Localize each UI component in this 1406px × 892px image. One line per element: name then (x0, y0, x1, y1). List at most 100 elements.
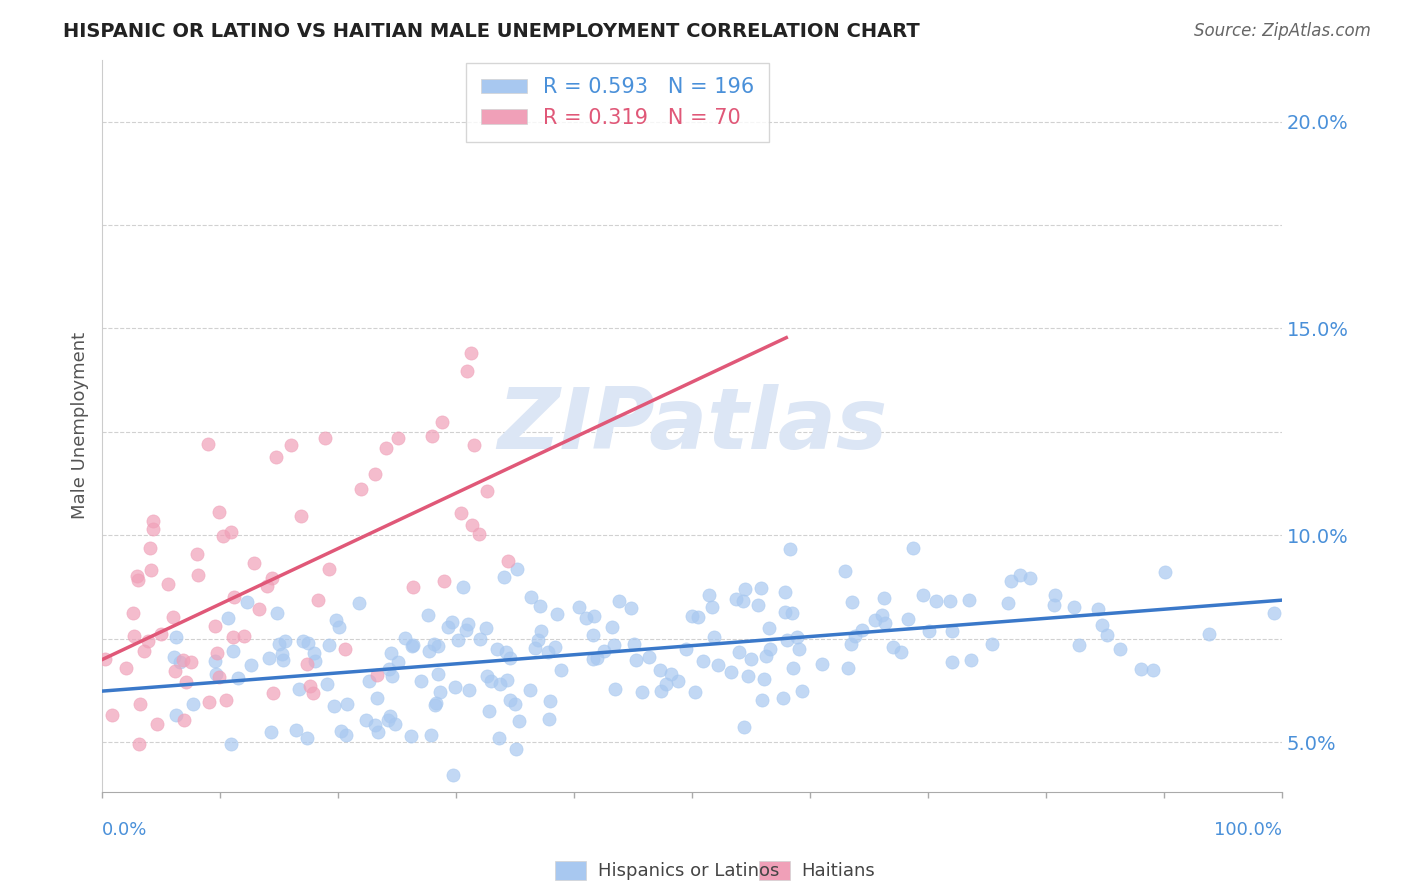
Point (475, 621, 498, 635)
Point (290, 509, 312, 524)
Point (304, 654, 326, 668)
Point (149, 627, 172, 641)
Point (364, 718, 387, 732)
Point (747, 599, 769, 613)
Point (607, 594, 630, 608)
Point (1097, 628, 1119, 642)
Point (399, 730, 422, 744)
Point (460, 346, 482, 360)
Y-axis label: Male Unemployment: Male Unemployment (72, 332, 89, 519)
Point (1019, 571, 1042, 585)
Point (163, 650, 186, 665)
Point (288, 681, 311, 696)
Point (1091, 618, 1114, 632)
Point (980, 637, 1002, 651)
Point (377, 713, 399, 727)
Point (527, 632, 550, 647)
Point (297, 636, 319, 650)
Point (529, 599, 551, 613)
Point (707, 658, 730, 673)
Point (394, 632, 416, 646)
Point (941, 624, 963, 639)
Point (454, 623, 477, 637)
Point (426, 666, 449, 681)
Point (446, 633, 468, 648)
Text: Source: ZipAtlas.com: Source: ZipAtlas.com (1194, 22, 1371, 40)
Point (271, 647, 294, 661)
Point (456, 364, 478, 378)
Point (1000, 574, 1022, 589)
Point (605, 681, 627, 696)
Point (875, 616, 897, 631)
Point (523, 640, 546, 655)
Point (810, 657, 832, 671)
Point (737, 669, 759, 683)
Point (239, 658, 262, 673)
Point (583, 608, 606, 623)
Point (236, 595, 259, 609)
Point (307, 593, 329, 607)
Point (1063, 600, 1085, 615)
Point (1142, 663, 1164, 677)
Point (593, 644, 616, 658)
Point (872, 591, 894, 605)
Point (401, 639, 423, 653)
Point (520, 590, 543, 604)
Point (758, 621, 780, 635)
Point (146, 717, 169, 731)
Point (839, 637, 862, 651)
Point (274, 634, 297, 648)
Point (786, 630, 808, 644)
Point (381, 668, 404, 682)
Point (165, 708, 187, 723)
Point (624, 652, 647, 666)
Point (740, 651, 762, 665)
Point (217, 611, 239, 625)
Point (650, 684, 672, 698)
FancyBboxPatch shape (759, 861, 790, 880)
Point (429, 685, 451, 699)
Point (475, 669, 498, 683)
Point (851, 623, 873, 637)
Point (582, 652, 605, 666)
Text: 100.0%: 100.0% (1213, 821, 1282, 838)
Point (165, 665, 187, 679)
Point (519, 683, 541, 698)
Point (122, 629, 145, 643)
Point (582, 628, 605, 642)
Point (460, 517, 482, 532)
Point (749, 581, 772, 595)
Point (94, 652, 117, 666)
Point (1087, 601, 1109, 615)
Point (211, 529, 233, 543)
Point (256, 579, 278, 593)
Point (681, 609, 703, 624)
Point (314, 431, 336, 445)
Point (759, 642, 782, 657)
Point (530, 624, 553, 639)
Point (841, 595, 863, 609)
Point (366, 668, 388, 682)
Text: HISPANIC OR LATINO VS HAITIAN MALE UNEMPLOYMENT CORRELATION CHART: HISPANIC OR LATINO VS HAITIAN MALE UNEMP… (63, 22, 920, 41)
Point (269, 637, 291, 651)
Point (316, 677, 339, 691)
Point (870, 608, 893, 623)
Point (537, 645, 560, 659)
Point (285, 723, 308, 737)
Point (638, 650, 661, 665)
Text: 0.0%: 0.0% (101, 821, 148, 838)
Point (727, 645, 749, 659)
Point (125, 569, 148, 583)
Point (318, 638, 340, 652)
Point (444, 680, 467, 694)
Point (773, 605, 796, 619)
Point (733, 720, 755, 734)
Point (499, 651, 522, 665)
Point (325, 613, 347, 627)
Point (426, 639, 449, 653)
Point (409, 673, 432, 688)
Point (129, 697, 152, 711)
Point (495, 645, 517, 659)
Point (477, 484, 499, 499)
Point (204, 619, 226, 633)
